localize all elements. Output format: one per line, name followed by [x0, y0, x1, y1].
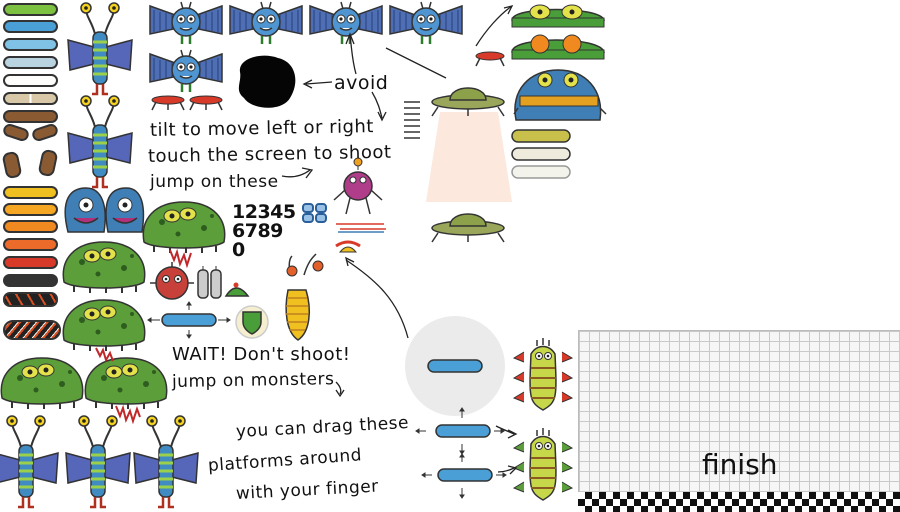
- caterpillar-red-spikes: [512, 337, 574, 411]
- jetpack-icon: [197, 266, 222, 299]
- platform-dark: [3, 274, 58, 287]
- wait-warning: WAIT! Don't shoot!: [172, 344, 351, 365]
- platform-yellow: [3, 186, 58, 199]
- platform-exploding: [3, 320, 61, 340]
- green-cap-icon: [224, 282, 250, 297]
- jump-on-monsters-label: jump on monsters: [171, 369, 335, 392]
- platform-red: [3, 256, 58, 269]
- finish-checkered-line: [578, 492, 900, 512]
- annotation-arrows: [281, 5, 518, 475]
- black-hole-icon: [238, 55, 296, 108]
- tractor-beam: [426, 112, 512, 202]
- red-spiky-monster: [150, 262, 194, 300]
- draggable-platform: [161, 313, 217, 327]
- cocoon-monster: [285, 253, 324, 341]
- shield-icon: [235, 305, 269, 339]
- platform-blue: [3, 20, 58, 33]
- propeller-hat-icon: [335, 240, 361, 253]
- platform-faded: [511, 165, 571, 179]
- platform-orange-red: [3, 238, 58, 251]
- blue-cyclops-monster: [64, 187, 145, 233]
- platform-cream: [511, 147, 571, 161]
- digits-row-1: 12345: [232, 201, 296, 223]
- trampoline-icon: [151, 95, 223, 111]
- jump-on-these-label: jump on these: [150, 172, 279, 192]
- platform-white: [3, 74, 58, 87]
- finish-area: [578, 330, 900, 512]
- shoot-instruction: touch the screen to shoot: [147, 141, 392, 167]
- purple-monster: [333, 157, 383, 215]
- platform-light-blue: [3, 38, 58, 51]
- draggable-platform: [435, 424, 491, 438]
- drag-arrows-upper: [415, 407, 505, 455]
- platform-olive: [511, 129, 571, 143]
- croc-monster-2: [511, 34, 605, 60]
- drag-platform-example-left: [147, 301, 231, 339]
- platform-brown: [3, 110, 58, 123]
- spring-small-icon: [302, 203, 327, 223]
- tilt-instruction: tilt to move left or right: [149, 116, 375, 141]
- platform-yellow-orange: [3, 203, 58, 216]
- caterpillar-green-spikes: [512, 427, 574, 501]
- platform-green: [3, 3, 58, 16]
- finish-label: finish: [702, 448, 778, 481]
- avoid-label: avoid: [334, 72, 389, 94]
- blue-boss-monster: [513, 69, 607, 121]
- digits-row-3: 0: [232, 239, 246, 261]
- draggable-platform: [427, 359, 483, 373]
- croc-monster-1: [511, 4, 606, 28]
- digits-row-2: 6789: [232, 220, 283, 242]
- spring-icon: [404, 101, 420, 139]
- drag-arrows-lower: [421, 453, 507, 499]
- platform-orange: [3, 220, 58, 233]
- platform-exploding: [3, 292, 58, 307]
- platform-broken-white: [3, 92, 58, 105]
- red-saucer-icon: [475, 51, 505, 67]
- platform-grey-blue: [3, 56, 58, 69]
- draggable-platform: [437, 468, 493, 482]
